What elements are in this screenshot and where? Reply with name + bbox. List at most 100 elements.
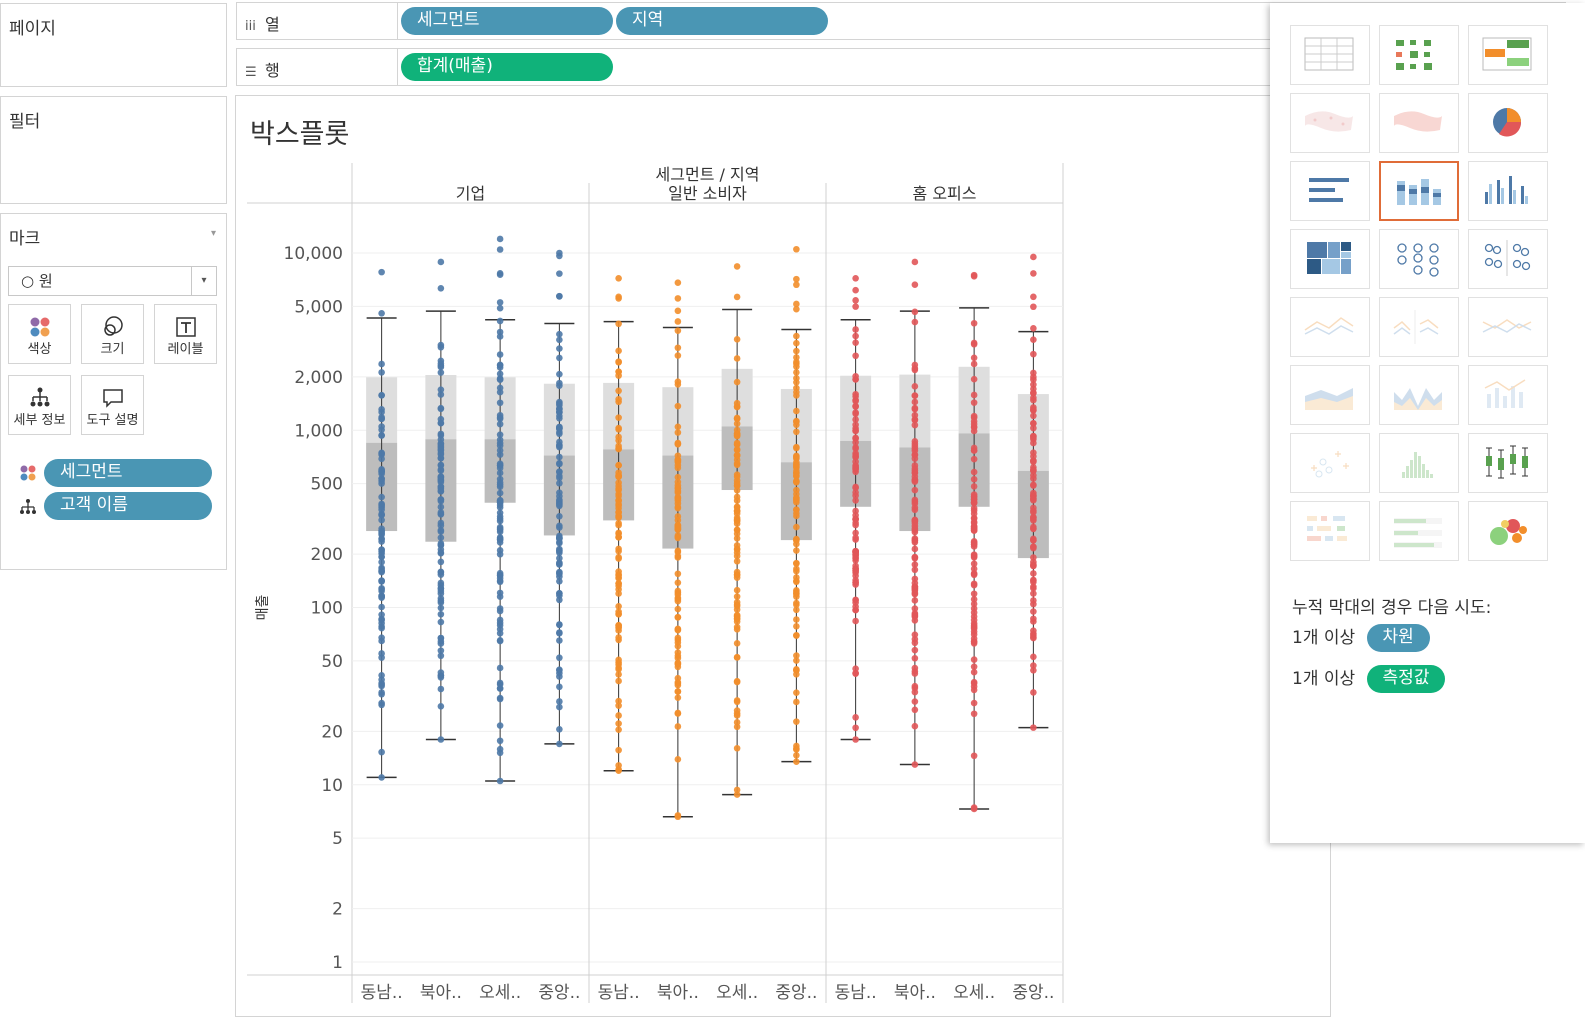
data-point[interactable] <box>733 336 741 343</box>
data-point[interactable] <box>674 723 682 730</box>
data-point[interactable] <box>733 355 741 362</box>
data-point[interactable] <box>852 484 859 492</box>
data-point[interactable] <box>615 746 622 754</box>
data-point[interactable] <box>496 469 504 477</box>
data-point[interactable] <box>852 548 859 555</box>
data-point[interactable] <box>437 522 445 529</box>
data-point[interactable] <box>556 252 563 260</box>
data-point[interactable] <box>378 506 385 514</box>
data-point[interactable] <box>793 523 800 531</box>
data-point[interactable] <box>437 568 445 576</box>
data-point[interactable] <box>496 370 504 378</box>
data-point[interactable] <box>437 610 445 618</box>
data-point[interactable] <box>674 710 682 717</box>
data-point[interactable] <box>378 650 385 657</box>
data-point[interactable] <box>615 492 622 500</box>
data-point[interactable] <box>793 245 800 253</box>
data-point[interactable] <box>674 478 682 486</box>
data-point[interactable] <box>970 412 978 420</box>
data-point[interactable] <box>1030 325 1037 332</box>
data-point[interactable] <box>733 439 741 447</box>
data-point[interactable] <box>378 475 385 482</box>
data-point[interactable] <box>911 597 919 604</box>
data-point[interactable] <box>793 616 800 623</box>
data-point[interactable] <box>378 369 385 376</box>
data-point[interactable] <box>437 597 445 605</box>
data-point[interactable] <box>615 433 622 441</box>
data-point[interactable] <box>496 737 504 745</box>
data-point[interactable] <box>615 424 622 432</box>
data-point[interactable] <box>1030 558 1037 566</box>
data-point[interactable] <box>852 332 859 340</box>
data-point[interactable] <box>733 786 741 794</box>
data-point[interactable] <box>378 553 385 561</box>
data-point[interactable] <box>437 534 445 542</box>
data-point[interactable] <box>733 420 741 428</box>
data-point[interactable] <box>970 710 978 718</box>
show-me-thumb[interactable] <box>1468 501 1548 561</box>
data-point[interactable] <box>970 663 978 670</box>
data-point[interactable] <box>615 347 622 355</box>
data-point[interactable] <box>793 758 800 765</box>
data-point[interactable] <box>970 523 978 530</box>
data-point[interactable] <box>615 677 622 685</box>
data-point[interactable] <box>793 589 800 597</box>
data-point[interactable] <box>496 523 504 531</box>
data-point[interactable] <box>970 417 978 425</box>
data-point[interactable] <box>556 479 563 487</box>
data-point[interactable] <box>378 449 385 457</box>
data-point[interactable] <box>437 404 445 412</box>
data-point[interactable] <box>1030 600 1037 608</box>
data-point[interactable] <box>733 403 741 410</box>
data-point[interactable] <box>793 666 800 673</box>
data-point[interactable] <box>437 478 445 486</box>
data-point[interactable] <box>556 535 563 542</box>
data-point[interactable] <box>970 360 978 368</box>
data-point[interactable] <box>911 664 919 672</box>
data-point[interactable] <box>733 678 741 686</box>
data-point[interactable] <box>970 616 978 624</box>
show-me-thumb[interactable] <box>1379 433 1459 493</box>
tooltip-button[interactable]: 도구 설명 <box>81 375 144 435</box>
rows-pill-sales[interactable]: 합계(매출) <box>401 53 613 81</box>
data-point[interactable] <box>793 745 800 752</box>
data-point[interactable] <box>1030 467 1037 475</box>
data-point[interactable] <box>733 791 741 798</box>
data-point[interactable] <box>496 489 504 497</box>
data-point[interactable] <box>733 653 741 661</box>
data-point[interactable] <box>1030 554 1037 561</box>
data-point[interactable] <box>556 489 563 496</box>
data-point[interactable] <box>1030 630 1037 637</box>
data-point[interactable] <box>911 361 919 369</box>
data-point[interactable] <box>378 578 385 585</box>
data-point[interactable] <box>674 570 682 578</box>
data-point[interactable] <box>852 736 859 743</box>
data-point[interactable] <box>970 273 978 280</box>
data-point[interactable] <box>437 652 445 660</box>
data-point[interactable] <box>615 571 622 578</box>
data-point[interactable] <box>496 572 504 579</box>
data-point[interactable] <box>496 479 504 486</box>
data-point[interactable] <box>496 375 504 383</box>
data-point[interactable] <box>615 555 622 562</box>
data-point[interactable] <box>1030 389 1037 397</box>
data-point[interactable] <box>674 402 682 410</box>
data-point[interactable] <box>793 275 800 283</box>
data-point[interactable] <box>852 402 859 410</box>
data-point[interactable] <box>970 804 978 811</box>
data-point[interactable] <box>733 744 741 752</box>
color-button[interactable]: 색상 <box>8 304 71 364</box>
data-point[interactable] <box>378 603 385 611</box>
data-point[interactable] <box>437 503 445 511</box>
data-point[interactable] <box>911 646 919 654</box>
data-point[interactable] <box>911 281 919 289</box>
data-point[interactable] <box>378 391 385 399</box>
data-point[interactable] <box>437 285 445 292</box>
data-point[interactable] <box>556 443 563 451</box>
data-point[interactable] <box>496 388 504 396</box>
data-point[interactable] <box>556 438 563 446</box>
data-point[interactable] <box>556 424 563 432</box>
data-point[interactable] <box>437 467 445 474</box>
data-point[interactable] <box>911 421 919 429</box>
data-point[interactable] <box>378 699 385 707</box>
